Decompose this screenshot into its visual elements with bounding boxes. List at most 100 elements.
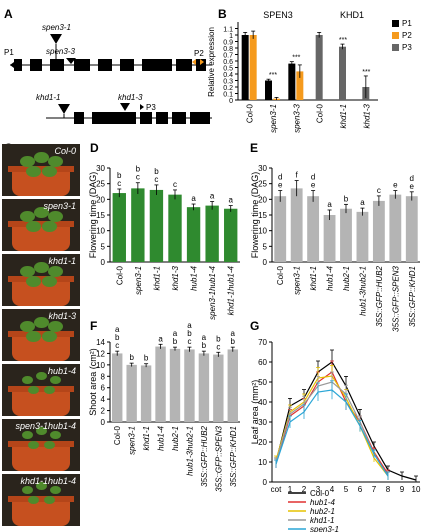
gene1-exon: [98, 59, 112, 71]
significance-letter: e: [410, 182, 415, 191]
probe-label: P3: [146, 103, 156, 112]
bar: [184, 349, 195, 422]
probe-label: P2: [194, 49, 204, 58]
gene1-exon: [120, 59, 134, 71]
pot-rim: [8, 441, 74, 447]
bar: [307, 196, 320, 262]
significance-marker: ***: [269, 72, 277, 79]
leaf-shape: [25, 221, 41, 233]
mutant-label: khd1-3: [118, 93, 143, 102]
gene1-exon: [50, 59, 64, 71]
y-axis-label: Flowering time (DAG): [88, 172, 98, 259]
significance-letter: a: [327, 200, 332, 209]
y-tick-label: 10: [96, 227, 105, 236]
bar: [149, 189, 164, 262]
y-tick-label: 20: [258, 438, 267, 447]
pot-rim: [8, 496, 74, 502]
plant-photo: khd1-1hub1-4: [2, 474, 80, 526]
x-tick-label: Col-0: [115, 265, 124, 285]
y-tick-label: 50: [258, 378, 267, 387]
gene2-exon: [156, 112, 168, 124]
leaf-shape: [41, 166, 57, 178]
bar: [372, 200, 385, 262]
gene1-exon: [30, 59, 42, 71]
bar: [131, 188, 145, 262]
y-tick-label: 0: [263, 478, 268, 487]
y-tick-label: 0.5: [223, 66, 233, 73]
mutant-label: spen3-1: [42, 23, 71, 32]
significance-letter: c: [377, 186, 381, 195]
bar: [198, 353, 210, 422]
x-tick-label: spen3-3: [292, 103, 301, 132]
significance-letter: a: [228, 196, 233, 205]
y-tick-label: 40: [258, 398, 267, 407]
x-tick-label: hub1-4: [190, 265, 199, 290]
leaf-shape: [47, 156, 63, 168]
leaf-shape: [47, 321, 63, 333]
gene1-exon: [142, 59, 172, 71]
significance-letter: b: [117, 171, 122, 180]
pot-shape: [12, 390, 70, 416]
x-tick-label: khd1-1: [309, 266, 318, 290]
probe-arrow: [10, 62, 14, 68]
plant-label: spen3-1: [43, 201, 76, 211]
leaf-shape: [43, 496, 55, 505]
x-tick-label: 35S::GFP::SPEN3: [391, 265, 400, 331]
x-tick-label: 35S::GFP::HUB2: [375, 265, 384, 326]
x-tick-label: 35S::GFP::KHD1: [229, 426, 238, 487]
leaf-shape: [41, 221, 57, 233]
y-tick-label: 25: [96, 180, 105, 189]
pot-rim: [8, 386, 74, 392]
x-tick-label: 2: [302, 485, 307, 494]
pot-shape: [12, 170, 70, 196]
leaf-shape: [35, 372, 47, 381]
y-tick-label: 14: [96, 338, 105, 347]
legend-swatch: [392, 20, 399, 27]
y-tick-label: 4: [101, 395, 106, 404]
x-tick-label: hub2-1: [342, 266, 351, 291]
significance-letter: c: [136, 173, 140, 182]
leaf-shape: [27, 441, 39, 450]
tdna-marker: [66, 58, 76, 64]
y-tick-label: 0: [101, 258, 106, 267]
x-tick-label: cot: [271, 485, 282, 494]
significance-letter: b: [144, 354, 149, 363]
probe-arrow: [192, 59, 196, 65]
x-tick-label: 3: [316, 485, 321, 494]
x-tick-label: hub1-4: [157, 425, 166, 450]
bar: [290, 188, 303, 262]
y-tick-label: 0.4: [223, 72, 233, 79]
y-tick-label: 0: [229, 98, 233, 105]
panel-g-leaf-area-chart: 0 10 20 30 40 50 60 70 Leaf area (mm²) cot 1 2 3 4 5 6 7…: [250, 338, 421, 532]
significance-letter: d: [278, 173, 282, 182]
y-tick-label: 0.3: [223, 79, 233, 86]
leaf-shape: [49, 486, 61, 495]
leaf-shape: [19, 211, 35, 223]
panel-label-e: E: [250, 141, 258, 155]
group-label: KHD1: [340, 10, 364, 20]
x-tick-label: hub1-3hub2-1: [358, 266, 367, 316]
significance-letter: d: [311, 173, 315, 182]
y-axis-label: Relative expression: [207, 27, 216, 97]
significance-letter: e: [311, 181, 316, 190]
x-tick-label: 8: [386, 485, 391, 494]
x-tick-label: Col-0: [316, 103, 325, 123]
y-tick-label: 8: [101, 372, 106, 381]
y-tick-label: 30: [258, 164, 267, 173]
leaf-shape: [35, 427, 47, 436]
legend-swatch: [392, 32, 399, 39]
gene1-exon: [196, 59, 206, 71]
gene1-exon: [74, 59, 90, 71]
significance-letter: c: [216, 342, 220, 351]
leaf-shape: [25, 166, 41, 178]
significance-letter: a: [202, 333, 207, 342]
legend-swatch: [392, 44, 399, 51]
bar: [155, 346, 166, 422]
leaf-shape: [49, 431, 61, 440]
y-tick-label: 0: [101, 418, 106, 427]
mutant-label: khd1-1: [36, 93, 60, 102]
x-tick-label: hub1-3hub2-1: [185, 426, 194, 476]
